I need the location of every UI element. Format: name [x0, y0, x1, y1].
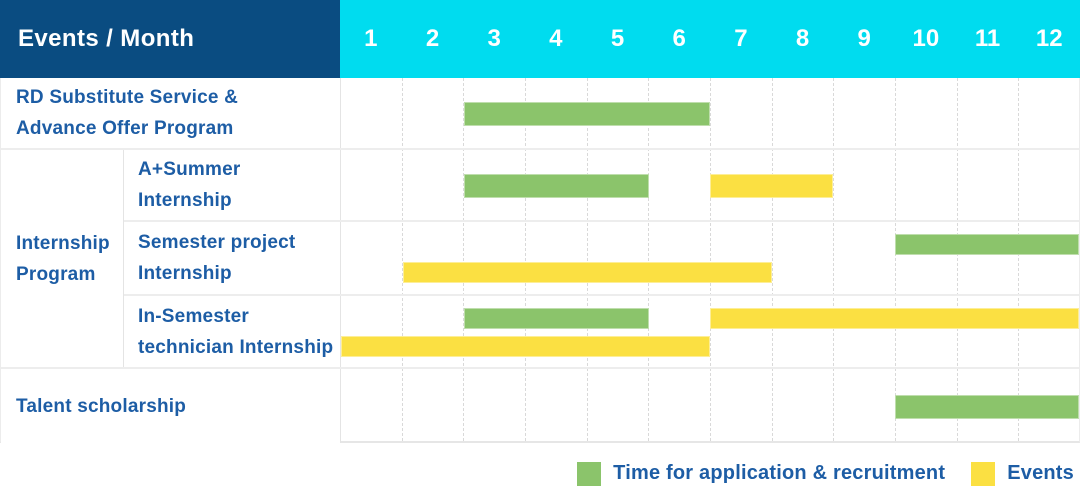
row-label-talent-scholarship: Talent scholarship [1, 369, 341, 443]
legend-label-events: Events [1007, 462, 1074, 484]
gantt-bar [710, 308, 1079, 329]
row-label-a-summer: A+Summer Internship [124, 150, 341, 220]
month-tick-5: 5 [610, 25, 625, 52]
month-tick-6: 6 [672, 25, 686, 52]
month-tick-3: 3 [487, 25, 501, 52]
row-talent-scholarship: Talent scholarship [1, 367, 1079, 443]
gantt-bar [402, 262, 772, 283]
month-tick-9: 9 [857, 25, 871, 52]
gantt-bar [710, 174, 833, 198]
gantt-bar [464, 308, 649, 329]
month-header-strip: 1 2 3 4 5 6 7 8 9 10 11 12 [340, 0, 1080, 78]
month-tick-10: 10 [912, 25, 940, 52]
row-label-line: Advance Offer Program [16, 118, 234, 139]
month-tick-12: 12 [1035, 25, 1063, 52]
group-label-internship-program: Internship Program [1, 150, 124, 367]
gantt-bar [464, 174, 649, 198]
legend-label-application-recruitment: Time for application & recruitment [613, 462, 946, 484]
legend-item-application-recruitment: Time for application & recruitment [577, 461, 946, 486]
gantt-bar [894, 395, 1079, 419]
green-swatch-icon [577, 461, 602, 486]
month-tick-7: 7 [734, 25, 748, 52]
table-header-row: Events / Month 1 2 3 4 5 6 7 8 9 10 11 1… [0, 0, 1080, 78]
legend-item-events: Events [971, 461, 1074, 486]
yellow-swatch-icon [971, 461, 996, 486]
internship-program-group: Internship Program A+Summer Internship S… [1, 148, 1079, 367]
row-label-in-semester-technician: In-Semester technician Internship [124, 296, 341, 367]
row-semester-project-internship: Semester project Internship [124, 220, 1079, 294]
row-a-summer-internship: A+Summer Internship [124, 150, 1079, 220]
row-rd-substitute: RD Substitute Service & Advance Offer Pr… [1, 78, 1079, 148]
gantt-track-in-semester-technician [341, 296, 1079, 367]
internship-sub-rows: A+Summer Internship Semester project Int… [124, 150, 1079, 367]
month-tick-4: 4 [549, 25, 563, 52]
row-label-line: Internship [138, 190, 232, 211]
month-tick-8: 8 [795, 25, 810, 52]
row-label-line: Internship [138, 263, 232, 284]
gantt-bar [464, 102, 710, 126]
month-tick-2: 2 [425, 25, 440, 52]
gantt-track-rd-substitute [341, 78, 1079, 148]
row-label-line: A+Summer [138, 159, 241, 180]
row-in-semester-technician-internship: In-Semester technician Internship [124, 294, 1079, 367]
group-label-line: Program [16, 263, 96, 285]
gantt-bar [341, 336, 710, 357]
gantt-track-a-summer [341, 150, 1079, 220]
month-tick-1: 1 [364, 25, 378, 52]
table-body: RD Substitute Service & Advance Offer Pr… [0, 78, 1080, 443]
schedule-table: Events / Month 1 2 3 4 5 6 7 8 9 10 11 1… [0, 0, 1080, 443]
gantt-track-semester-project [341, 222, 1079, 294]
gantt-track-talent-scholarship [341, 369, 1079, 443]
row-label-line: In-Semester [138, 305, 249, 327]
row-label-line: Semester project [138, 232, 296, 253]
row-label-rd-substitute: RD Substitute Service & Advance Offer Pr… [1, 78, 341, 148]
row-label-line: technician Internship [138, 336, 334, 358]
row-label-line: Talent scholarship [16, 395, 187, 417]
chart-legend: Time for application & recruitment Event… [0, 443, 1080, 494]
month-tick-11: 11 [974, 25, 1001, 52]
row-label-line: RD Substitute Service & [16, 87, 239, 108]
gantt-bar [894, 234, 1079, 255]
row-label-semester-project: Semester project Internship [124, 222, 341, 294]
events-month-header: Events / Month [0, 0, 340, 78]
group-label-line: Internship [16, 232, 110, 254]
